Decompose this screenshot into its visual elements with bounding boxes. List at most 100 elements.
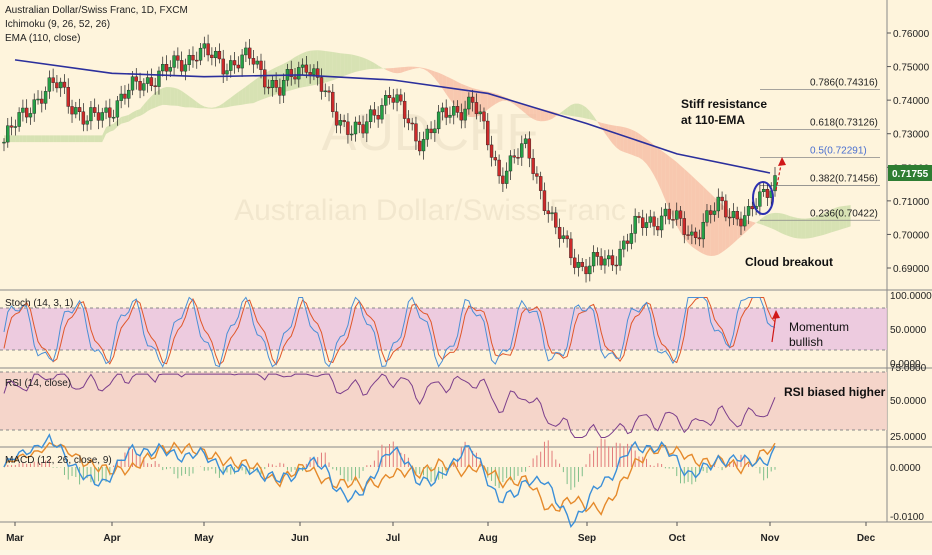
candle-body: [225, 70, 229, 75]
candle-body: [622, 240, 626, 250]
price-tick: 0.73000: [893, 130, 930, 141]
stoch-tick-0: 0.0000: [890, 359, 921, 370]
candle-body: [210, 54, 214, 59]
candle-body: [9, 125, 14, 128]
momentum-annotation-line2: bullish: [789, 335, 823, 349]
candle-body: [576, 262, 581, 268]
candle-body: [527, 138, 532, 159]
candle-body: [516, 157, 520, 159]
candle-body: [637, 215, 641, 218]
candle-body: [709, 210, 713, 215]
rsi-band: [0, 372, 887, 430]
candle-body: [74, 107, 78, 115]
candle-body: [440, 107, 445, 113]
candle-body: [678, 210, 683, 219]
candle-body: [115, 100, 120, 118]
time-tick-may: May: [194, 533, 214, 544]
candle-body: [731, 211, 736, 218]
candle-body: [350, 133, 354, 136]
candle-body: [40, 98, 44, 104]
candle-body: [308, 72, 312, 75]
fib-label: 0.5(0.72291): [810, 146, 867, 157]
candle-body: [130, 76, 135, 91]
candle-body: [497, 159, 501, 177]
candle-body: [436, 111, 441, 130]
candle-body: [474, 102, 479, 115]
rsi-tick-25: 25.0000: [890, 432, 927, 443]
stoch-k-line: [3, 296, 776, 368]
candle-body: [153, 85, 157, 87]
ema-label: EMA (110, close): [5, 33, 80, 44]
candle-body: [255, 60, 259, 65]
cloud-breakout-annotation: Cloud breakout: [745, 255, 833, 269]
price-tick: 0.69000: [893, 264, 930, 275]
candlestick-series: [2, 34, 777, 283]
candle-body: [357, 121, 361, 125]
candle-body: [501, 175, 505, 184]
candle-body: [656, 226, 660, 231]
price-tick: 0.71000: [893, 197, 930, 208]
candle-body: [70, 106, 74, 115]
stoch-tick-100: 100.0000: [890, 291, 932, 302]
candle-body: [425, 128, 429, 140]
candle-body: [542, 190, 547, 211]
macd-label: MACD (12, 26, close, 9): [5, 455, 112, 466]
macd-signal-line: [3, 441, 776, 516]
candle-body: [671, 219, 675, 221]
candle-body: [293, 76, 297, 80]
candle-body: [538, 176, 543, 191]
candle-body: [523, 138, 528, 144]
candle-body: [486, 120, 490, 146]
candle-body: [353, 121, 358, 135]
candle-body: [315, 68, 320, 78]
price-tick: 0.70000: [893, 230, 930, 241]
watermark-name: Australian Dollar/Swiss Franc: [234, 194, 626, 227]
candle-body: [410, 122, 414, 125]
momentum-annotation-line1: Momentum: [789, 320, 849, 334]
candle-body: [236, 64, 241, 69]
candle-body: [96, 112, 101, 121]
candle-body: [633, 215, 637, 234]
momentum-arrow: [771, 313, 777, 343]
candle-body: [365, 121, 369, 134]
price-tick: 0.74000: [893, 96, 930, 107]
ema-110-line: [14, 59, 771, 174]
candle-body: [24, 107, 29, 118]
macd-line: [3, 433, 776, 529]
candle-body: [368, 109, 373, 122]
candle-body: [104, 107, 108, 113]
rsi-annotation: RSI biased higher: [784, 385, 886, 399]
candle-body: [58, 81, 63, 89]
fibonacci-levels: 0.786(0.74316) 0.618(0.73126) 0.5(0.72291)…: [760, 78, 880, 221]
candle-body: [281, 80, 286, 96]
candle-body: [187, 54, 191, 65]
time-tick-sep: Sep: [578, 533, 596, 544]
candle-body: [346, 121, 350, 135]
candle-body: [603, 258, 607, 266]
candle-body: [520, 143, 524, 158]
candle-body: [274, 80, 278, 88]
candle-body: [229, 60, 233, 71]
candle-body: [263, 69, 267, 88]
candle-body: [724, 200, 728, 218]
candle-body: [361, 124, 365, 134]
candle-body: [675, 210, 679, 220]
candle-body: [746, 206, 751, 216]
candle-body: [580, 262, 584, 267]
fib-label: 0.618(0.73126): [810, 117, 878, 128]
candle-body: [13, 126, 18, 128]
candle-body: [331, 91, 335, 112]
candle-body: [145, 77, 150, 84]
candle-body: [727, 216, 732, 219]
candle-body: [134, 76, 138, 82]
candle-body: [421, 139, 426, 152]
candle-body: [2, 141, 6, 144]
candle-body: [641, 217, 645, 228]
time-tick-mar: Mar: [6, 533, 24, 544]
candle-body: [508, 155, 513, 172]
candle-body: [123, 93, 127, 99]
candle-body: [47, 77, 52, 92]
candle-body: [6, 125, 10, 143]
time-axis: Mar Apr May Jun Jul Aug Sep Oct Nov Dec: [6, 522, 876, 544]
